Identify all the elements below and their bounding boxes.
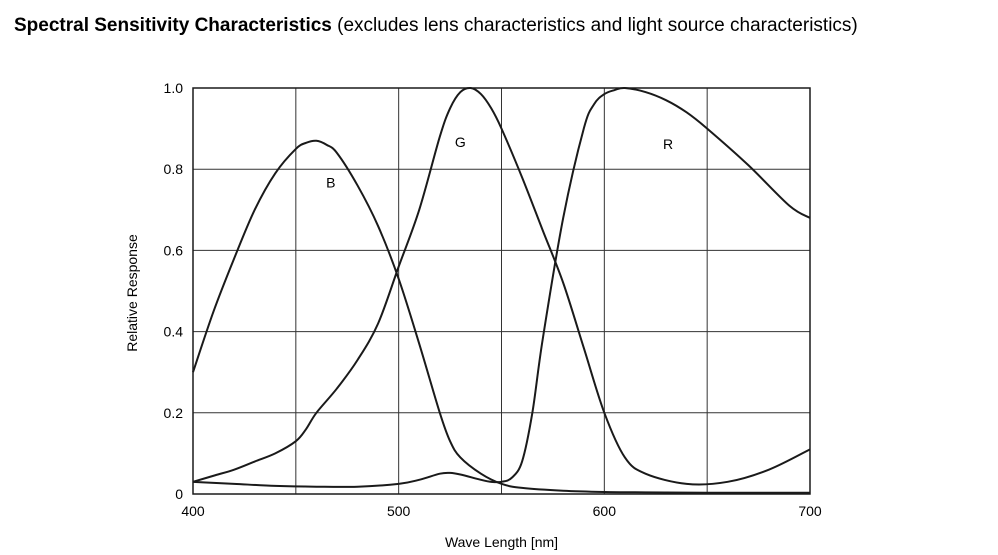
y-tick-label: 0.2 bbox=[164, 405, 184, 421]
y-tick-label: 0.6 bbox=[164, 242, 184, 258]
y-tick-label: 0.8 bbox=[164, 161, 184, 177]
y-tick-label: 1.0 bbox=[164, 80, 184, 96]
x-axis-label: Wave Length [nm] bbox=[445, 534, 558, 550]
chart-title: Spectral Sensitivity Characteristics bbox=[14, 15, 332, 36]
x-tick-label: 700 bbox=[798, 503, 822, 519]
series-line-b bbox=[192, 139, 811, 494]
curve-label-b: B bbox=[326, 174, 335, 190]
y-axis-label: Relative Response bbox=[124, 234, 140, 352]
series-line-g bbox=[192, 86, 811, 486]
chart-title-row: Spectral Sensitivity Characteristics (ex… bbox=[14, 15, 858, 37]
curve-label-g: G bbox=[455, 134, 466, 150]
plot-frame bbox=[192, 87, 811, 495]
series-layer bbox=[192, 86, 811, 494]
curve-label-r: R bbox=[663, 136, 673, 152]
tick-label-layer: 400 500 600 700 0 0.2 0.4 0.6 0.8 1.0 bbox=[164, 80, 822, 519]
x-tick-label: 600 bbox=[593, 503, 617, 519]
chart-subtitle: (excludes lens characteristics and light… bbox=[337, 15, 858, 36]
y-tick-label: 0 bbox=[175, 486, 183, 502]
curve-label-layer: B G R bbox=[326, 134, 673, 191]
grid-layer bbox=[193, 88, 810, 494]
series-line-r bbox=[192, 86, 811, 488]
x-tick-label: 400 bbox=[181, 503, 205, 519]
y-tick-label: 0.4 bbox=[164, 324, 184, 340]
x-tick-label: 500 bbox=[387, 503, 411, 519]
